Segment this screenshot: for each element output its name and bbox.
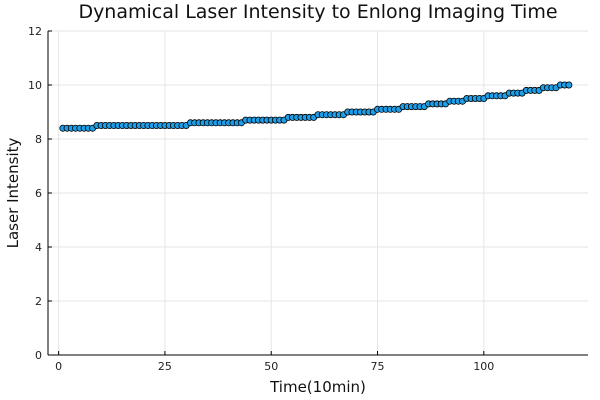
data-points	[59, 81, 573, 132]
x-tick-label: 75	[371, 360, 385, 373]
chart-title: Dynamical Laser Intensity to Enlong Imag…	[78, 1, 557, 23]
x-tick-label: 100	[473, 360, 494, 373]
y-ticks: 0 2 4 6 8 10 12	[28, 25, 52, 362]
y-axis-label: Laser Intensity	[4, 137, 22, 248]
x-tick-label: 50	[264, 360, 278, 373]
y-tick-label: 12	[28, 25, 42, 38]
y-tick-label: 8	[35, 133, 42, 146]
y-tick-label: 6	[35, 187, 42, 200]
y-tick-label: 10	[28, 79, 42, 92]
x-axis-label: Time(10min)	[269, 378, 366, 396]
y-tick-label: 2	[35, 295, 42, 308]
grid-lines	[48, 30, 588, 356]
y-tick-label: 0	[35, 349, 42, 362]
x-ticks: 0 25 50 75 100	[55, 351, 494, 373]
data-point	[565, 81, 573, 89]
y-tick-label: 4	[35, 241, 42, 254]
x-tick-label: 25	[158, 360, 172, 373]
x-tick-label: 0	[55, 360, 62, 373]
